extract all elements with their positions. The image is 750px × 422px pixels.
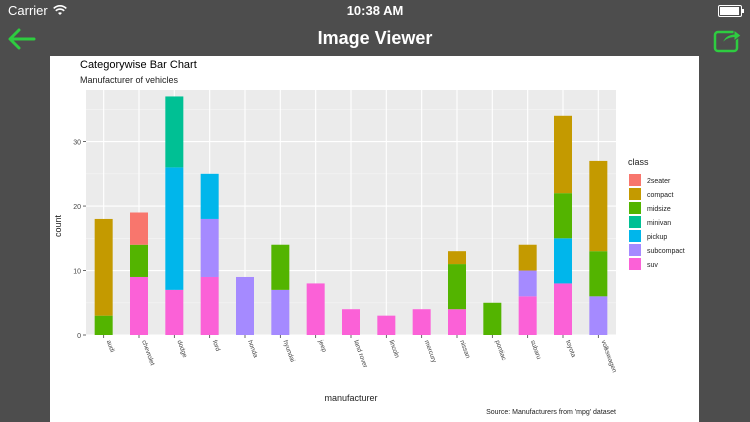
carrier-label: Carrier xyxy=(8,3,48,18)
bar-segment xyxy=(448,264,466,310)
back-button[interactable] xyxy=(6,27,38,51)
x-axis-ticks: audi chevrolet dodge ford honda hyundai jeep la… xyxy=(103,335,618,374)
bar-segment xyxy=(94,315,113,335)
x-tick-label: lincoln xyxy=(387,339,400,359)
x-tick-label: dodge xyxy=(175,339,188,359)
y-tick-label: 20 xyxy=(73,204,81,211)
x-tick-label: pontiac xyxy=(493,339,507,362)
legend-swatch xyxy=(629,188,641,200)
legend-label: pickup xyxy=(647,234,667,241)
bar-segment xyxy=(589,160,608,252)
bar-segment xyxy=(306,283,325,335)
bar-segment xyxy=(589,296,608,335)
x-tick-label: chevrolet xyxy=(140,339,156,366)
x-tick-label: land rover xyxy=(352,339,369,369)
chart-caption: Source: Manufacturers from 'mpg' dataset xyxy=(486,409,616,416)
legend: 2seater compact midsize minivan pickup subcom… xyxy=(629,174,685,270)
share-button[interactable] xyxy=(712,26,744,54)
back-arrow-icon xyxy=(8,28,36,50)
x-tick-label: honda xyxy=(246,339,259,359)
image-frame: Categorywise Bar Chart Manufacturer of v… xyxy=(50,56,699,422)
battery-level xyxy=(720,7,739,15)
bar-segment xyxy=(236,276,254,335)
bar-segment xyxy=(554,238,572,284)
x-tick-label: ford xyxy=(211,339,222,352)
nav-title: Image Viewer xyxy=(317,28,433,48)
x-tick-label: mercury xyxy=(423,339,438,364)
bar-segment xyxy=(518,296,537,335)
bar-segment xyxy=(518,244,537,271)
share-icon xyxy=(713,28,742,53)
legend-label: 2seater xyxy=(647,178,671,185)
bar-segment xyxy=(165,167,184,290)
legend-label: midsize xyxy=(647,206,671,213)
legend-label: suv xyxy=(647,262,658,269)
bar-segment xyxy=(554,115,572,194)
bar-segment xyxy=(165,96,184,168)
bar-segment xyxy=(448,251,466,265)
bar-segment xyxy=(130,276,148,335)
bar-segment xyxy=(130,244,148,277)
carrier-info: Carrier xyxy=(8,3,67,18)
legend-title: class xyxy=(628,157,649,167)
y-axis-label: count xyxy=(53,214,63,237)
wifi-icon xyxy=(52,5,67,15)
y-axis-ticks: 0 10 20 30 xyxy=(73,140,86,340)
bar-segment xyxy=(94,218,113,316)
navigation-bar: Image Viewer xyxy=(0,22,750,56)
battery-icon xyxy=(718,5,744,17)
bar-segment xyxy=(130,212,148,245)
bar-segment xyxy=(377,315,396,335)
legend-swatch xyxy=(629,244,641,256)
x-tick-label: audi xyxy=(105,339,116,353)
y-tick-label: 10 xyxy=(73,269,81,276)
legend-swatch xyxy=(629,230,641,242)
chart-subtitle: Manufacturer of vehicles xyxy=(80,75,179,85)
legend-label: minivan xyxy=(647,220,671,227)
bar-segment xyxy=(483,302,502,335)
bar-segment xyxy=(448,309,466,335)
x-axis-label: manufacturer xyxy=(324,393,377,403)
x-tick-label: hyundai xyxy=(281,339,295,363)
bar-segment xyxy=(200,218,219,277)
x-tick-label: toyota xyxy=(564,339,577,358)
bar-segment xyxy=(412,309,431,335)
x-tick-label: nissan xyxy=(458,339,471,359)
bar-segment xyxy=(589,251,608,297)
legend-swatch xyxy=(629,174,641,186)
bar-segment xyxy=(271,289,290,335)
y-tick-label: 30 xyxy=(73,140,81,147)
bar-segment xyxy=(200,173,219,219)
bars xyxy=(94,96,608,335)
bar-segment xyxy=(271,244,290,290)
bar-segment xyxy=(554,193,572,239)
x-tick-label: volkswagen xyxy=(599,339,617,374)
legend-label: compact xyxy=(647,192,674,199)
bar-segment xyxy=(165,289,184,335)
x-tick-label: jeep xyxy=(316,338,327,353)
x-tick-label: subaru xyxy=(529,339,543,360)
legend-swatch xyxy=(629,216,641,228)
legend-swatch xyxy=(629,258,641,270)
bar-segment xyxy=(518,270,537,297)
y-tick-label: 0 xyxy=(77,333,81,340)
legend-swatch xyxy=(629,202,641,214)
chart: Categorywise Bar Chart Manufacturer of v… xyxy=(53,59,685,416)
status-bar: Carrier 10:38 AM xyxy=(0,0,750,22)
chart-title: Categorywise Bar Chart xyxy=(80,59,197,71)
bar-segment xyxy=(554,283,572,335)
status-time: 10:38 AM xyxy=(346,3,404,18)
bar-segment xyxy=(342,309,360,335)
bar-segment xyxy=(200,276,219,335)
legend-label: subcompact xyxy=(647,248,685,255)
